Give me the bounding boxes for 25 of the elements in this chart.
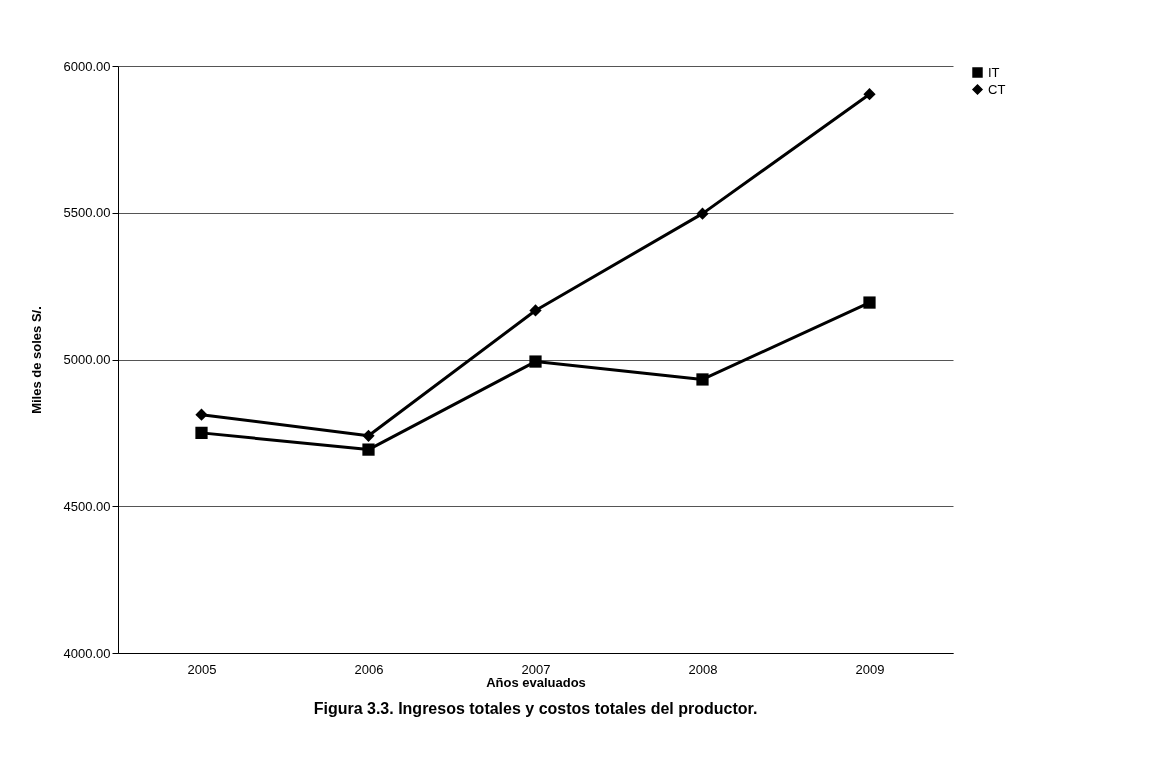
x-tick-label: 2005 xyxy=(187,661,217,677)
text: Figura 3.3. Ingresos totales y costos totales del productor. xyxy=(313,700,758,717)
x-tick-label: 2008 xyxy=(688,661,718,677)
legend-label: CT xyxy=(988,81,1006,97)
point xyxy=(362,443,375,456)
y-tick-label: 5500.00 xyxy=(63,205,111,221)
x-tick-label: 2006 xyxy=(354,661,384,677)
point xyxy=(195,408,208,421)
y-tick-label: 5000.00 xyxy=(63,352,111,367)
y-axis-title: Miles de soles S/. xyxy=(28,306,44,414)
point xyxy=(696,373,709,386)
point xyxy=(529,304,542,317)
legend-label: IT xyxy=(988,64,1000,80)
x-tick-label: 2007 xyxy=(521,661,551,677)
point xyxy=(696,207,709,220)
point xyxy=(863,296,876,309)
x-tick-label: 2009 xyxy=(855,661,885,677)
point xyxy=(529,355,542,368)
y-tick-label: 4000.00 xyxy=(63,645,111,661)
point xyxy=(362,429,375,442)
y-tick-label: 4500.00 xyxy=(63,498,111,514)
y-tick-label: 6000.00 xyxy=(63,58,111,74)
point xyxy=(195,426,208,439)
x-axis-title: Años evaluados xyxy=(486,674,586,690)
point xyxy=(863,88,876,101)
